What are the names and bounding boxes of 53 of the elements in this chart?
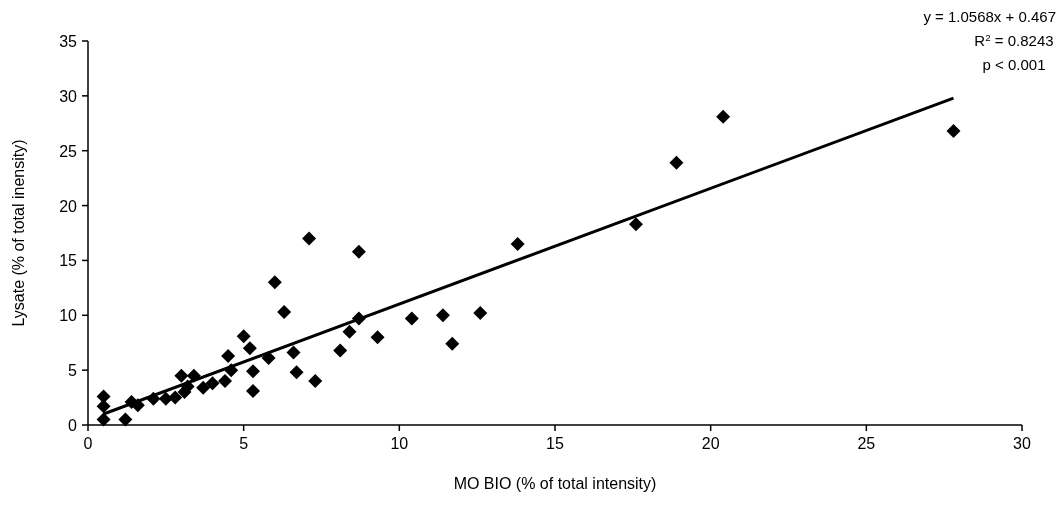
point — [716, 109, 731, 124]
x-tick-label: 5 — [239, 435, 249, 452]
point — [308, 374, 323, 389]
y-tick-label: 0 — [68, 417, 78, 434]
point — [669, 155, 684, 170]
point — [96, 389, 111, 404]
y-tick-label: 10 — [59, 307, 78, 325]
point — [445, 336, 460, 351]
point — [267, 275, 282, 290]
x-axis-title: MO BIO (% of total intensity) — [453, 475, 657, 492]
point — [174, 368, 189, 383]
annotation: p < 0.001 — [982, 56, 1046, 73]
point — [289, 365, 304, 380]
text: y = 1.0568x + 0.467 — [923, 8, 1056, 25]
annotation: R$^{2}$ = 0.8243 — [974, 31, 1054, 49]
y-tick-label: 25 — [59, 142, 78, 160]
y-tick-label: 20 — [59, 197, 78, 215]
point — [96, 412, 111, 427]
point — [628, 217, 643, 232]
x-tick-label: 15 — [546, 435, 564, 452]
point — [118, 412, 133, 427]
point — [342, 324, 357, 339]
point — [286, 345, 301, 360]
point — [168, 390, 183, 405]
point — [246, 364, 261, 379]
y-tick-label: 35 — [59, 33, 78, 50]
point — [96, 399, 111, 414]
point — [404, 311, 419, 326]
y-axis-title: Lysate (% of total inensity) — [10, 139, 27, 327]
point — [302, 231, 317, 246]
point — [236, 329, 251, 344]
point — [221, 348, 236, 363]
x-tick-label: 0 — [83, 435, 93, 452]
point — [217, 374, 232, 389]
point — [196, 380, 211, 395]
x-tick-label: 30 — [1013, 435, 1031, 452]
point — [946, 123, 961, 138]
x-tick-label: 10 — [390, 435, 409, 452]
y-tick-label: 5 — [68, 362, 78, 380]
x-tick-label: 25 — [857, 435, 876, 452]
point — [510, 236, 525, 251]
y-tick-label: 30 — [59, 87, 78, 105]
point — [435, 308, 450, 323]
point — [351, 244, 366, 259]
point — [333, 343, 348, 358]
point — [473, 306, 488, 321]
point — [277, 304, 292, 319]
point — [205, 376, 220, 391]
point — [242, 341, 257, 356]
point — [246, 383, 261, 398]
x-tick-label: 20 — [701, 435, 720, 452]
y-tick-label: 15 — [59, 252, 78, 270]
point — [370, 330, 385, 345]
